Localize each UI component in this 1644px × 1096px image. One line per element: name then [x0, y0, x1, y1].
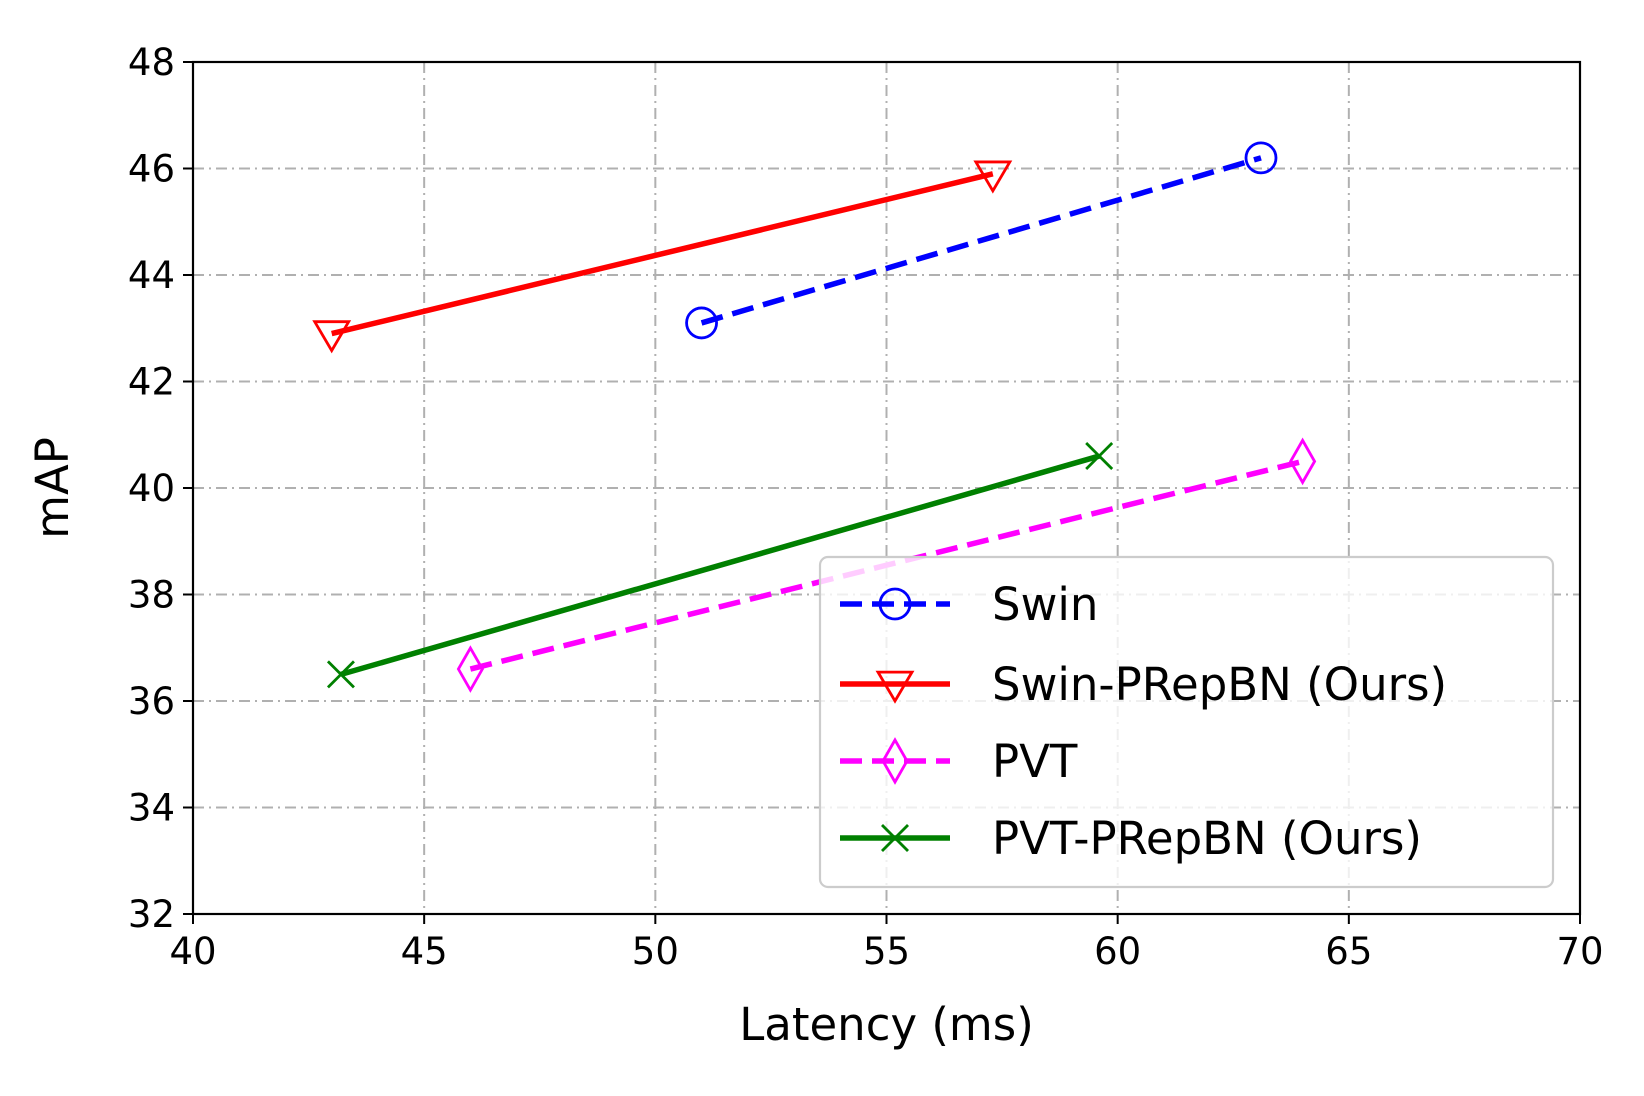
diamond-marker — [881, 737, 909, 785]
triangle-down-marker — [973, 160, 1013, 194]
y-tick-label: 38 — [128, 574, 175, 617]
y-tick-label: 46 — [128, 148, 175, 191]
legend-label: Swin-PRepBN (Ours) — [992, 658, 1447, 711]
diamond-marker — [456, 645, 485, 693]
y-tick-label: 32 — [128, 893, 175, 936]
y-tick-label: 36 — [128, 680, 175, 723]
x-marker — [881, 824, 909, 852]
circle-marker — [685, 306, 718, 340]
series-swin — [685, 141, 1278, 340]
series-pvt-prepbn-ours — [326, 442, 1114, 689]
triangle-down-marker — [312, 320, 352, 354]
series-group — [312, 141, 1317, 693]
x-tick-label: 45 — [401, 930, 448, 973]
triangle-down-marker — [875, 670, 915, 704]
x-axis-label: Latency (ms) — [739, 998, 1034, 1051]
legend-label: PVT — [992, 735, 1078, 788]
x-marker-stroke — [326, 660, 355, 689]
y-tick-label: 42 — [128, 361, 175, 404]
x-tick-label: 65 — [1325, 930, 1372, 973]
x-tick-label: 60 — [1094, 930, 1141, 973]
x-marker-stroke — [1085, 442, 1114, 471]
axis-ticks: 40 45 50 55 60 65 70 32 34 36 38 40 42 44 46 48 — [128, 41, 1604, 973]
series-line — [331, 171, 994, 337]
y-tick-label: 48 — [128, 41, 175, 84]
series-swin-prepbn-ours — [312, 160, 1013, 354]
diamond-marker — [1288, 437, 1317, 486]
x-marker-stroke — [881, 824, 909, 852]
y-tick-label: 34 — [128, 787, 175, 830]
series-line — [700, 155, 1262, 326]
circle-marker — [1244, 141, 1278, 175]
legend-entry: PVT — [840, 735, 1078, 788]
series-line — [340, 453, 1100, 678]
y-axis-label: mAP — [26, 437, 79, 539]
legend-entry: PVT-PRepBN (Ours) — [840, 812, 1422, 865]
legend-box — [818, 555, 1555, 889]
legend: Swin Swin-PRepBN (Ours) PVT PVT-PRepBN (Our… — [818, 555, 1555, 889]
legend-entry: Swin — [840, 578, 1098, 631]
legend-entry: Swin-PRepBN (Ours) — [840, 658, 1447, 711]
legend-label: PVT-PRepBN (Ours) — [992, 812, 1422, 865]
x-marker — [326, 660, 355, 689]
y-tick-label: 44 — [128, 254, 175, 297]
x-tick-label: 55 — [863, 930, 910, 973]
x-tick-label: 50 — [632, 930, 679, 973]
circle-marker — [878, 587, 912, 621]
x-tick-label: 70 — [1556, 930, 1603, 973]
y-tick-label: 40 — [128, 467, 175, 510]
x-marker — [1085, 442, 1114, 471]
x-tick-label: 40 — [169, 930, 216, 973]
legend-label: Swin — [992, 578, 1098, 631]
